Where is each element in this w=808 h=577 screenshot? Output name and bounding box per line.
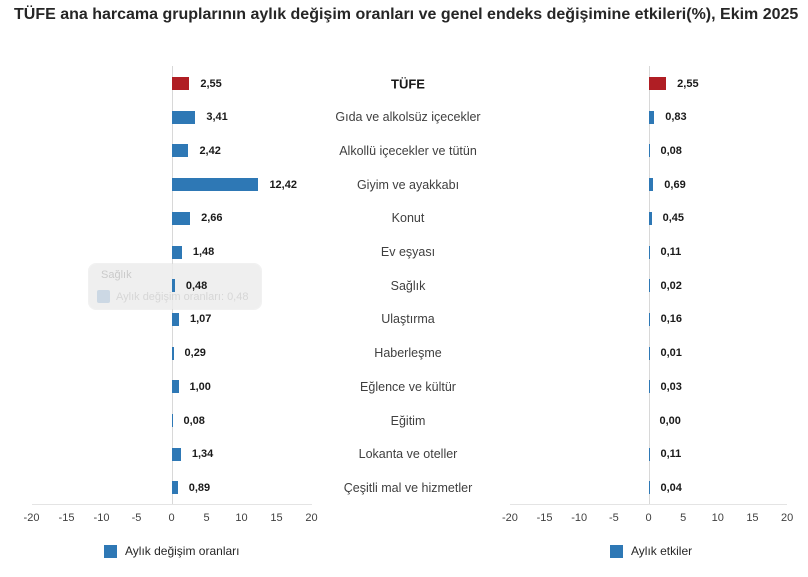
tooltip-series-value: Aylık değişim oranları: 0,48: [116, 291, 249, 303]
value-label: 0,69: [664, 178, 686, 191]
axis-tick-label: 10: [711, 512, 724, 524]
bar-category[interactable]: [171, 245, 182, 259]
value-label: 0,11: [660, 448, 682, 461]
legend-swatch-icon: [104, 544, 117, 558]
legend-label: Aylık değişim oranları: [125, 544, 240, 558]
bar-category[interactable]: [648, 245, 650, 259]
bar-category[interactable]: [648, 279, 650, 293]
value-label: 12,42: [269, 178, 297, 191]
value-label: 0,08: [183, 414, 205, 427]
value-label: 0,03: [660, 380, 682, 393]
axis-tick-label: 5: [203, 512, 210, 524]
bar-category[interactable]: [171, 110, 196, 124]
legend-label: Aylık etkiler: [631, 544, 693, 558]
category-label: Gıda ve alkolsüz içecekler: [335, 110, 481, 125]
bar-category[interactable]: [648, 481, 650, 495]
bar-category[interactable]: [171, 279, 175, 293]
category-label: Sağlık: [390, 278, 426, 293]
legend-swatch-icon: [610, 544, 623, 558]
bar-category[interactable]: [171, 447, 181, 461]
axis-tick-label: -5: [608, 512, 619, 524]
bar-category[interactable]: [171, 211, 191, 225]
value-label: 0,45: [662, 212, 685, 225]
value-label: 2,55: [200, 77, 222, 90]
category-label: Konut: [391, 211, 425, 226]
axis-tick-label: 15: [270, 512, 283, 524]
category-label: Lokanta ve oteller: [358, 447, 458, 462]
bar-category[interactable]: [171, 178, 259, 192]
axis-tick-label: -15: [536, 512, 553, 524]
value-label: 0,01: [660, 347, 682, 360]
bar-tufe[interactable]: [648, 77, 667, 90]
bar-category[interactable]: [171, 414, 173, 427]
x-axis-line: [509, 504, 788, 505]
axis-tick-label: 5: [680, 512, 687, 524]
bar-category[interactable]: [171, 312, 179, 326]
bar-category[interactable]: [648, 346, 650, 360]
axis-tick-label: 20: [305, 512, 318, 524]
value-label: 0,11: [660, 246, 682, 258]
legend-monthly-effects[interactable]: Aylık etkiler: [610, 544, 692, 558]
value-label: 2,42: [199, 144, 221, 157]
axis-tick-label: 10: [235, 512, 248, 524]
value-label: 1,34: [191, 448, 214, 461]
fading-tooltip: Sağlık Aylık değişim oranları: 0,48: [89, 264, 261, 309]
axis-tick-label: -5: [131, 512, 142, 524]
category-label: Giyim ve ayakkabı: [356, 177, 460, 192]
value-label: 0,89: [188, 481, 211, 494]
bar-category[interactable]: [171, 380, 179, 394]
axis-tick-label: -20: [23, 512, 40, 524]
value-label: 2,55: [677, 77, 699, 90]
value-label: 1,07: [189, 313, 212, 326]
bar-category[interactable]: [171, 144, 189, 158]
bar-category[interactable]: [648, 178, 654, 192]
value-label: 0,16: [660, 313, 683, 326]
value-label: 0,02: [660, 279, 682, 292]
legend-monthly-change-rates[interactable]: Aylık değişim oranları: [104, 544, 240, 558]
value-label: 0,04: [660, 481, 682, 494]
bar-category[interactable]: [648, 447, 650, 461]
tooltip-series-swatch-icon: [97, 290, 110, 303]
tooltip-category: Sağlık: [101, 269, 132, 281]
axis-tick-label: 20: [780, 512, 794, 524]
value-label: 0,83: [665, 111, 687, 124]
axis-tick-label: -20: [501, 512, 518, 524]
value-label: 0,48: [185, 279, 208, 292]
category-label: Ulaştırma: [381, 312, 435, 327]
bar-category[interactable]: [648, 312, 650, 326]
value-label: 0,00: [659, 414, 681, 427]
value-label: 0,29: [184, 347, 206, 360]
category-label: Eğitim: [390, 413, 426, 428]
bar-category[interactable]: [648, 110, 655, 124]
category-label: Alkollü içecekler ve tütün: [339, 143, 477, 158]
value-label: 1,00: [189, 380, 211, 393]
axis-tick-label: 0: [168, 512, 175, 524]
category-label: Haberleşme: [374, 346, 442, 361]
value-label: 3,41: [206, 111, 228, 124]
chart-title: TÜFE ana harcama gruplarının aylık değiş…: [14, 6, 799, 23]
value-label: 0,08: [660, 144, 682, 157]
bar-category[interactable]: [171, 346, 174, 360]
category-label: Eğlence ve kültür: [360, 379, 456, 394]
bar-category[interactable]: [171, 481, 178, 495]
bar-category[interactable]: [648, 211, 652, 225]
axis-tick-label: -10: [93, 512, 110, 524]
axis-tick-label: 15: [746, 512, 759, 524]
bar-tufe[interactable]: [171, 77, 190, 90]
value-label: 1,48: [192, 246, 215, 258]
axis-tick-label: 0: [645, 512, 652, 524]
axis-tick-label: -10: [571, 512, 588, 524]
bar-category[interactable]: [648, 380, 650, 394]
category-label: Ev eşyası: [380, 245, 436, 259]
category-label: TÜFE: [391, 76, 425, 91]
x-axis-line: [31, 504, 312, 505]
bar-category[interactable]: [648, 144, 650, 158]
category-label: Çeşitli mal ve hizmetler: [343, 480, 473, 495]
value-label: 2,66: [201, 212, 223, 225]
axis-tick-label: -15: [58, 512, 75, 524]
